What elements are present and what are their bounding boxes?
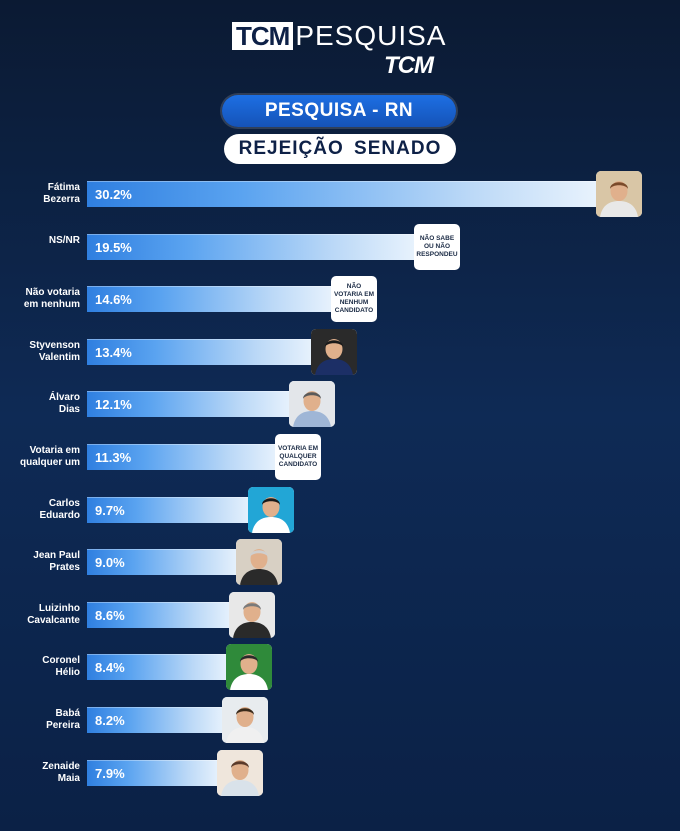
bar: 12.1% — [87, 391, 293, 417]
bar-value-label: 14.6% — [95, 292, 132, 307]
avatar-graphic — [236, 539, 282, 585]
candidate-photo-icon — [248, 487, 294, 533]
bar-value-label: 7.9% — [95, 766, 125, 781]
avatar-graphic — [311, 329, 357, 375]
category-label: Luizinho Cavalcante — [27, 603, 80, 626]
response-badge: NÃO SABE OU NÃO RESPONDEU — [414, 224, 460, 270]
bar-value-label: 30.2% — [95, 187, 132, 202]
category-label: Jean Paul Prates — [33, 550, 80, 573]
category-label: Styvenson Valentim — [29, 340, 80, 363]
bar: 19.5% — [87, 234, 418, 260]
bar-value-label: 11.3% — [95, 450, 132, 465]
logo-sub: TCM — [384, 52, 434, 79]
avatar-graphic — [229, 592, 275, 638]
category-label: Álvaro Dias — [48, 392, 80, 415]
category-label: NS/NR — [48, 235, 80, 246]
bar: 9.7% — [87, 497, 252, 523]
bar-value-label: 19.5% — [95, 240, 132, 255]
bar: 8.6% — [87, 602, 233, 628]
bar: 8.2% — [87, 707, 226, 733]
candidate-photo-icon — [226, 644, 272, 690]
response-badge: VOTARIA EM QUALQUER CANDIDATO — [275, 434, 321, 480]
candidate-photo-icon — [596, 171, 642, 217]
response-badge-text: NÃO SABE OU NÃO RESPONDEU — [416, 235, 458, 258]
candidate-photo-icon — [217, 750, 263, 796]
bar-value-label: 9.0% — [95, 555, 125, 570]
logo-word: PESQUISA — [295, 20, 447, 51]
category-label: Votaria em qualquer um — [19, 445, 80, 468]
bar: 11.3% — [87, 444, 279, 470]
avatar-graphic — [226, 644, 272, 690]
avatar-graphic — [596, 171, 642, 217]
candidate-photo-icon — [229, 592, 275, 638]
logo-box: TCM — [232, 22, 294, 50]
chart-title-pill: REJEIÇÃO SENADO — [224, 134, 456, 164]
candidate-photo-icon — [289, 381, 335, 427]
bar: 13.4% — [87, 339, 315, 365]
category-label: Fátima Bezerra — [43, 182, 80, 205]
response-badge-text: NÃO VOTARIA EM NENHUM CANDIDATO — [333, 283, 375, 314]
bar-value-label: 12.1% — [95, 397, 132, 412]
category-label: Babá Pereira — [46, 708, 80, 731]
avatar-graphic — [248, 487, 294, 533]
candidate-photo-icon — [236, 539, 282, 585]
avatar-graphic — [222, 697, 268, 743]
bar-value-label: 8.6% — [95, 608, 125, 623]
survey-region-pill: PESQUISA - RN — [222, 95, 456, 127]
bar: 7.9% — [87, 760, 221, 786]
bar-value-label: 9.7% — [95, 503, 125, 518]
response-badge: NÃO VOTARIA EM NENHUM CANDIDATO — [331, 276, 377, 322]
candidate-photo-icon — [222, 697, 268, 743]
bar: 8.4% — [87, 654, 230, 680]
response-badge-text: VOTARIA EM QUALQUER CANDIDATO — [277, 445, 319, 468]
category-label: Não votaria em nenhum — [23, 287, 80, 310]
candidate-photo-icon — [311, 329, 357, 375]
tcm-pesquisa-logo: TCM PESQUISA TCM — [232, 22, 452, 82]
bar-value-label: 13.4% — [95, 345, 132, 360]
avatar-graphic — [217, 750, 263, 796]
bar-value-label: 8.2% — [95, 713, 125, 728]
category-label: Carlos Eduardo — [39, 498, 80, 521]
bar: 30.2% — [87, 181, 600, 207]
avatar-graphic — [289, 381, 335, 427]
category-label: Zenaide Maia — [42, 761, 80, 784]
category-label: Coronel Hélio — [42, 655, 80, 678]
bar-value-label: 8.4% — [95, 660, 125, 675]
bar: 14.6% — [87, 286, 335, 312]
bar: 9.0% — [87, 549, 240, 575]
